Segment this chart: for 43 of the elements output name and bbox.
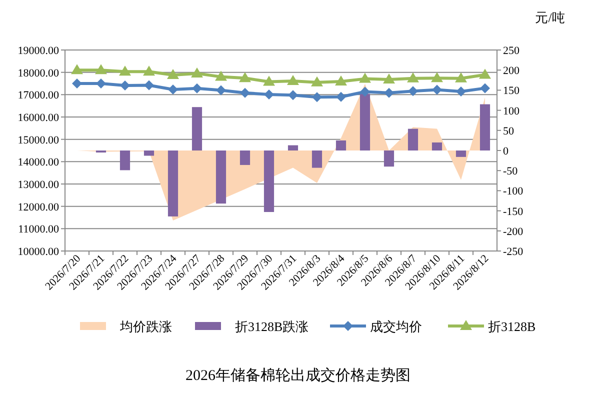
legend-label: 成交均价: [370, 319, 422, 334]
bar: [168, 150, 178, 216]
y-tick-label: 16000.00: [18, 112, 60, 124]
y-tick-label: 15000.00: [18, 134, 60, 146]
y2-tick-label: 250: [503, 45, 520, 57]
y-tick-label: 14000.00: [18, 156, 60, 169]
bar: [336, 140, 346, 150]
y2-tick-label: -200: [503, 226, 524, 238]
legend-label: 均价跌涨: [119, 319, 172, 334]
legend-label: 折3128B跌涨: [235, 319, 309, 334]
bar: [312, 150, 322, 168]
y2-tick-label: 200: [503, 65, 520, 78]
y-tick-label: 17000.00: [18, 90, 60, 102]
y-tick-label: 13000.00: [18, 179, 60, 191]
bar: [120, 150, 130, 170]
bar: [480, 104, 490, 150]
bar: [288, 145, 298, 150]
y2-tick-label: 0: [503, 146, 509, 158]
y-tick-label: 10000.00: [18, 246, 60, 258]
bar: [216, 150, 226, 204]
text: 元/吨: [535, 10, 565, 25]
y2-tick-label: -150: [503, 206, 524, 218]
bar: [144, 150, 154, 156]
bar: [408, 128, 418, 150]
bar: [384, 150, 394, 167]
y2-tick-label: -250: [503, 246, 524, 258]
y2-tick-label: 150: [503, 85, 520, 98]
bar: [432, 142, 442, 150]
y-tick-label: 18000.00: [18, 67, 60, 80]
y-tick-label: 11000.00: [18, 224, 60, 236]
bar: [456, 150, 466, 157]
y2-tick-label: -100: [503, 186, 524, 198]
text: 2026年储备棉轮出成交价格走势图: [186, 367, 410, 384]
bar: [240, 150, 250, 165]
bar: [264, 150, 274, 212]
y-tick-label: 12000.00: [18, 201, 60, 214]
y2-tick-label: -50: [503, 166, 518, 178]
legend-label: 折3128B: [488, 319, 536, 334]
bar: [192, 107, 202, 150]
y-tick-label: 19000.00: [18, 45, 60, 57]
y2-tick-label: 100: [503, 105, 520, 118]
bar: [360, 94, 370, 150]
y2-tick-label: 50: [503, 125, 514, 138]
